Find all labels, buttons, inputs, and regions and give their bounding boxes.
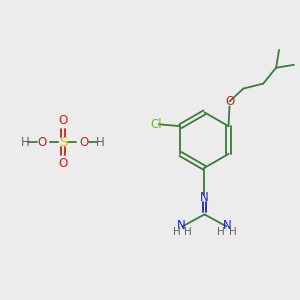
Text: O: O	[79, 136, 88, 148]
Text: N: N	[200, 191, 209, 204]
Text: H: H	[184, 227, 191, 237]
Text: O: O	[225, 95, 234, 108]
Text: H: H	[21, 136, 29, 148]
Text: N: N	[223, 219, 232, 232]
Text: H: H	[229, 227, 237, 237]
Text: S: S	[58, 136, 67, 148]
Text: N: N	[177, 219, 186, 232]
Text: H: H	[218, 227, 225, 237]
Text: H: H	[173, 227, 181, 237]
Text: O: O	[58, 114, 68, 127]
Text: Cl: Cl	[150, 118, 161, 131]
Text: O: O	[58, 158, 68, 170]
Text: O: O	[38, 136, 46, 148]
Text: H: H	[96, 136, 105, 148]
